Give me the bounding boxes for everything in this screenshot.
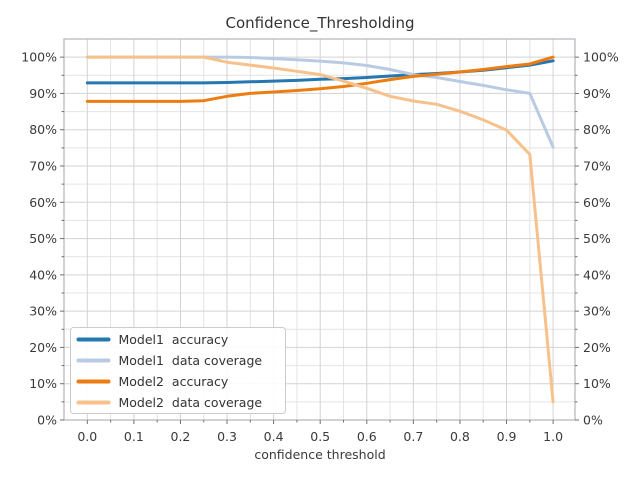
x-tick-label: 0.1 [124,429,144,444]
y-tick-label-left: 0% [37,413,57,428]
x-tick-label: 0.8 [450,429,470,444]
legend-label-3: Model2 accuracy [119,374,229,389]
y-tick-label-right: 70% [583,159,611,174]
series-lines [85,55,555,404]
legend-box [70,327,286,414]
y-tick-label-right: 20% [583,340,611,355]
x-tick-label: 0.0 [77,429,97,444]
y-tick-label-right: 0% [583,413,603,428]
x-tick-label: 0.3 [217,429,237,444]
y-tick-label-left: 60% [29,195,57,210]
y-tick-label-left: 50% [29,231,57,246]
y-tick-label-left: 90% [29,86,57,101]
plot-border [63,38,576,421]
y-tick-label-left: 70% [29,159,57,174]
line-model2-accuracy [85,55,555,103]
legend: Model1 accuracy Model1 data coverage Model… [70,327,286,414]
x-axis-title: confidence threshold [254,447,385,462]
y-tick-label-right: 80% [583,122,611,137]
x-tick-label: 0.5 [310,429,330,444]
y-tick-label-right: 60% [583,195,611,210]
x-tick-label: 0.6 [357,429,377,444]
x-tick-label: 0.9 [497,429,517,444]
y-tick-label-left: 100% [21,50,57,65]
y-axis-labels-right: 0% 10% 20% 30% 40% 50% 60% 70% 80% 90% 100% [583,50,619,428]
axis-ticks [60,56,579,424]
line-model2-data-coverage [85,55,555,404]
x-tick-label: 0.2 [171,429,191,444]
x-tick-label: 1.0 [543,429,563,444]
y-tick-label-right: 40% [583,267,611,282]
axes-spines [63,38,576,421]
y-tick-label-left: 40% [29,267,57,282]
y-tick-label-right: 10% [583,376,611,391]
y-tick-label-left: 30% [29,304,57,319]
y-axis-labels-left: 0% 10% 20% 30% 40% 50% 60% 70% 80% 90% 100% [21,50,57,428]
y-tick-label-right: 90% [583,86,611,101]
chart-title: Confidence_Thresholding [226,14,415,33]
y-tick-label-right: 100% [583,50,619,65]
x-tick-label: 0.4 [264,429,284,444]
y-tick-label-left: 80% [29,122,57,137]
legend-label-4: Model2 data coverage [119,395,263,410]
y-tick-label-left: 20% [29,340,57,355]
y-tick-label-right: 30% [583,304,611,319]
legend-label-2: Model1 data coverage [119,353,263,368]
y-tick-label-right: 50% [583,231,611,246]
y-tick-label-left: 10% [29,376,57,391]
legend-label-1: Model1 accuracy [119,332,229,347]
x-axis-labels: 0.0 0.1 0.2 0.3 0.4 0.5 0.6 0.7 0.8 0.9 1.0 [77,429,563,444]
x-tick-label: 0.7 [403,429,423,444]
